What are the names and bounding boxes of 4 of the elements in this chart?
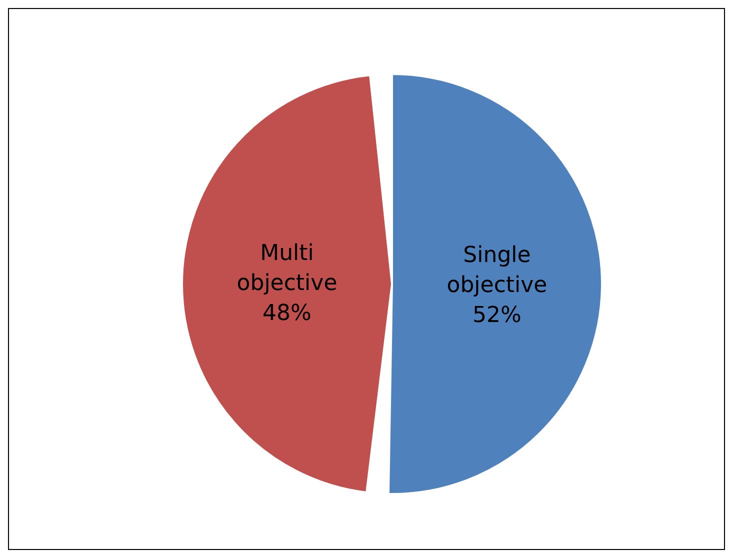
slice-label: Multi objective [236, 240, 338, 296]
data-label: 52% [472, 302, 522, 328]
slice-label: Single objective [446, 242, 548, 298]
data-label: 48% [262, 300, 312, 326]
